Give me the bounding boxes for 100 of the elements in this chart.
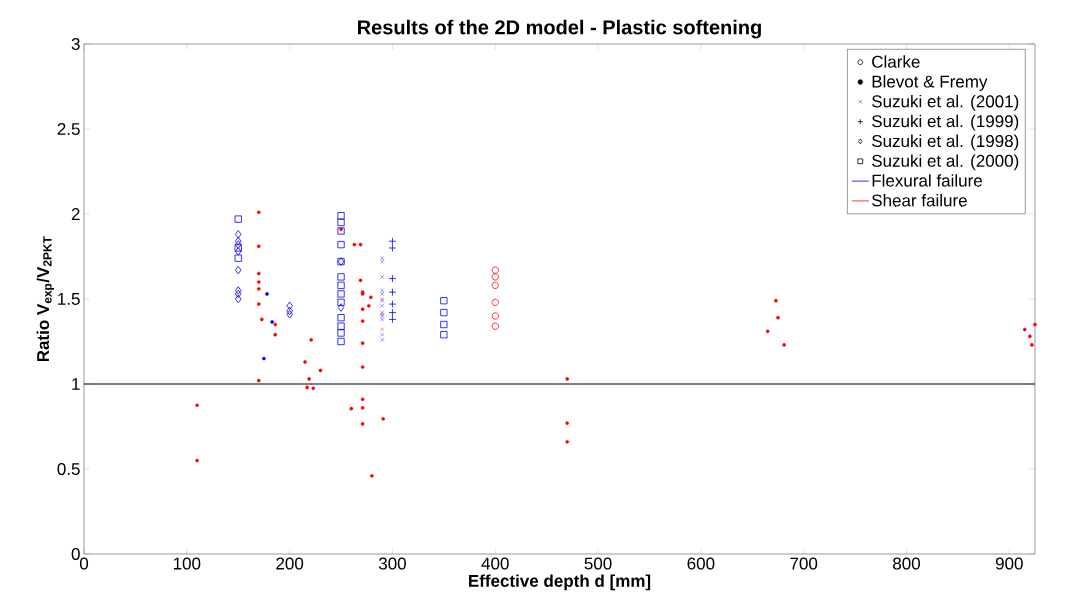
point: [305, 385, 309, 390]
point: [765, 329, 770, 334]
point: [380, 317, 385, 322]
x-tick-label: 200: [276, 557, 304, 570]
x-tick-label: 500: [584, 557, 612, 570]
x-tick-label: 400: [481, 557, 509, 570]
point: [337, 290, 345, 298]
point: [234, 286, 242, 295]
point: [260, 317, 264, 322]
point: [358, 278, 363, 283]
point: [388, 244, 397, 252]
point: [234, 294, 242, 304]
x-axis-title: Effective depth d [mm]: [469, 574, 651, 591]
point: [337, 212, 345, 220]
point: [565, 421, 570, 425]
point: [381, 417, 385, 421]
point: [273, 322, 278, 327]
point: [286, 306, 293, 316]
point: [234, 244, 242, 252]
point: [270, 320, 274, 324]
point: [337, 298, 345, 306]
point: [380, 303, 385, 308]
chart-title: Results of the 2D model - Plastic softening: [358, 19, 761, 39]
y-tick-label: 2: [71, 208, 80, 220]
point: [491, 273, 499, 281]
point: [360, 397, 365, 402]
point: [307, 377, 311, 381]
point: [388, 308, 397, 317]
point: [440, 331, 448, 339]
point: [380, 291, 385, 296]
point: [440, 308, 448, 317]
point: [380, 332, 385, 337]
point: [388, 300, 397, 308]
y-tick-label: 1.5: [58, 293, 80, 305]
x-tick-label: 800: [893, 557, 921, 570]
point: [388, 274, 397, 283]
point: [256, 210, 261, 215]
point: [1022, 327, 1027, 332]
point: [358, 242, 363, 247]
x-tick-label: 0: [79, 557, 89, 570]
point: [491, 322, 499, 330]
point: [388, 288, 397, 297]
point: [337, 218, 345, 227]
point: [195, 458, 199, 463]
point: [265, 292, 269, 296]
legend-label: Suzuki et al. (1999): [872, 114, 1019, 131]
x-tick-label: 900: [995, 557, 1023, 570]
point: [234, 254, 242, 262]
y-tick-label: 0.5: [57, 462, 80, 476]
point: [1028, 334, 1032, 339]
point: [380, 288, 385, 293]
point: [234, 236, 242, 246]
point: [234, 265, 242, 275]
point: [256, 244, 261, 249]
point: [234, 230, 242, 239]
point: [234, 240, 242, 249]
point: [366, 303, 371, 308]
point: [360, 341, 365, 345]
point: [369, 295, 373, 300]
point: [440, 297, 448, 305]
point: [360, 319, 365, 323]
point: [262, 356, 266, 361]
point: [256, 286, 261, 291]
point: [776, 315, 780, 320]
point: [256, 378, 261, 383]
point: [360, 422, 365, 426]
point: [337, 314, 345, 322]
point: [311, 386, 316, 391]
point: [388, 315, 397, 324]
point: [337, 240, 345, 249]
point: [309, 337, 314, 342]
point: [491, 266, 499, 274]
y-tick-label: 3: [71, 37, 80, 51]
point: [337, 329, 345, 337]
x-tick-label: 100: [173, 557, 201, 570]
point: [234, 215, 242, 223]
point: [565, 377, 570, 381]
point: [273, 332, 278, 337]
point: [337, 303, 345, 312]
x-tick-label: 600: [687, 557, 715, 570]
legend-label: Suzuki et al. (2001): [872, 94, 1019, 111]
point: [286, 310, 293, 319]
point: [380, 259, 385, 264]
point: [256, 271, 261, 276]
y-tick-label: 2.5: [57, 122, 80, 136]
point: [782, 343, 786, 347]
point: [380, 274, 385, 279]
point: [234, 289, 242, 299]
point: [388, 237, 397, 246]
point: [256, 302, 261, 306]
legend-label: Blevot & Fremy: [872, 75, 988, 91]
point: [352, 242, 357, 247]
legend-label: Suzuki et al. (1998): [872, 134, 1019, 151]
point: [303, 360, 307, 364]
point: [491, 312, 499, 320]
y-tick-label: 0: [71, 547, 80, 561]
point: [380, 327, 385, 332]
point: [337, 273, 345, 281]
legend-label: Flexural failure: [872, 174, 982, 187]
point: [318, 368, 323, 373]
